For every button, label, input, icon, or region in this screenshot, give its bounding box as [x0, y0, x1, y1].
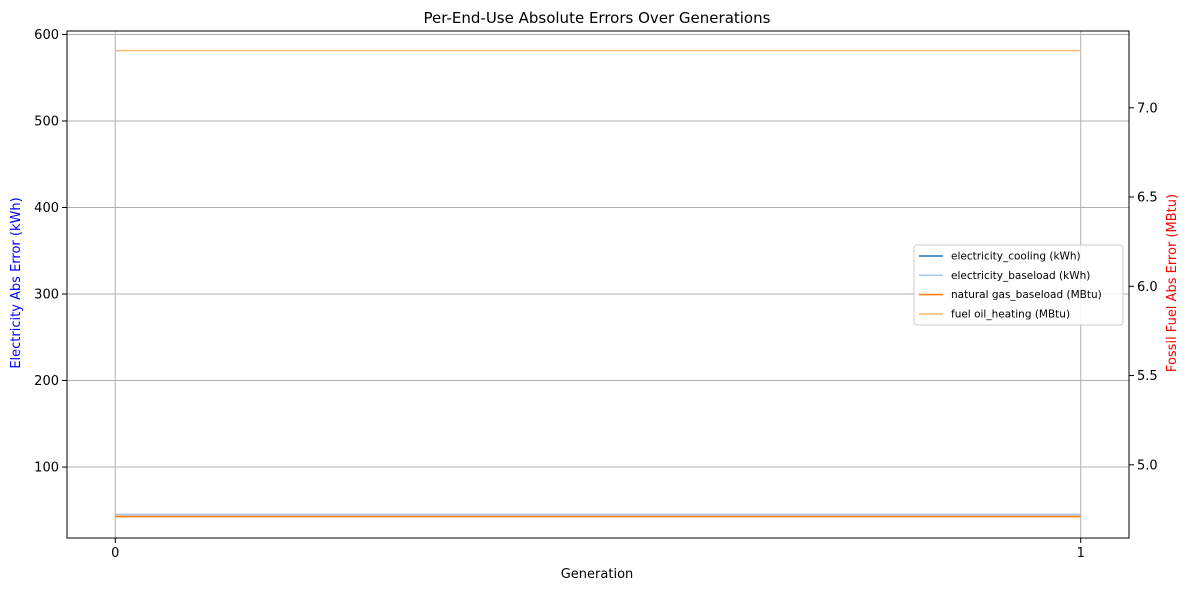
x-tick-label: 1	[1077, 546, 1085, 561]
legend: electricity_cooling (kWh) electricity_bas…	[913, 244, 1124, 326]
y-right-tick-label: 7.0	[1137, 101, 1158, 116]
y-right-tick-label: 5.0	[1137, 458, 1158, 473]
x-tick-label: 0	[111, 546, 119, 561]
x-axis-label: Generation	[561, 567, 634, 582]
y-left-tick-label: 500	[34, 114, 59, 129]
y-right-tick-label: 5.5	[1137, 369, 1158, 384]
y-right-tick-label: 6.0	[1137, 280, 1158, 295]
y-left-tick-label: 400	[34, 201, 59, 216]
legend-box	[913, 244, 1124, 326]
axis-layer: 0 1 100 200 300 400 500 600 5.0 5.5 6.0 6.5 7.0	[34, 28, 1158, 561]
series-layer	[115, 49, 1081, 518]
y-left-tick-label: 300	[34, 288, 59, 303]
y-left-tick-label: 100	[34, 461, 59, 476]
grid-layer	[67, 31, 1129, 538]
y-axis-label-left: Electricity Abs Error (kWh)	[9, 197, 24, 368]
y-left-tick-label: 600	[34, 28, 59, 43]
legend-label: electricity_baseload (kWh)	[951, 270, 1090, 282]
legend-label: natural gas_baseload (MBtu)	[951, 289, 1102, 301]
plot-frame	[66, 30, 1130, 539]
legend-label: fuel oil_heating (MBtu)	[951, 308, 1070, 320]
legend-label: electricity_cooling (kWh)	[951, 251, 1081, 263]
y-axis-label-right: Fossil Fuel Abs Error (MBtu)	[1165, 194, 1180, 372]
y-left-tick-label: 200	[34, 374, 59, 389]
y-right-tick-label: 6.5	[1137, 191, 1158, 206]
chart-title: Per-End-Use Absolute Errors Over Generat…	[424, 9, 771, 27]
